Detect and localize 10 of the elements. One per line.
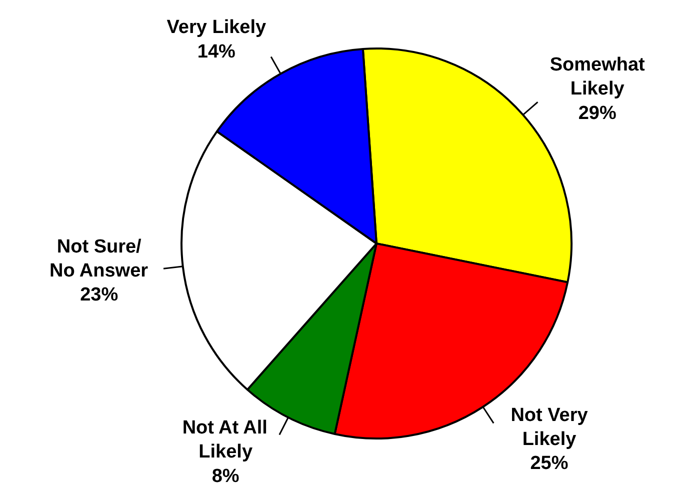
data-label: 25% — [530, 453, 568, 474]
data-label: 29% — [578, 102, 616, 124]
data-label: 14% — [197, 41, 236, 62]
data-label: 23% — [80, 284, 118, 306]
slice-label: Very Likely — [166, 17, 267, 38]
slice-label: Not Sure/ No Answer — [49, 236, 149, 282]
slice-label: Not Very Likely — [510, 404, 588, 450]
slice-label: Somewhat Likely — [550, 54, 646, 100]
data-label: 8% — [212, 466, 240, 487]
slice-label: Not At All Likely — [182, 418, 268, 463]
